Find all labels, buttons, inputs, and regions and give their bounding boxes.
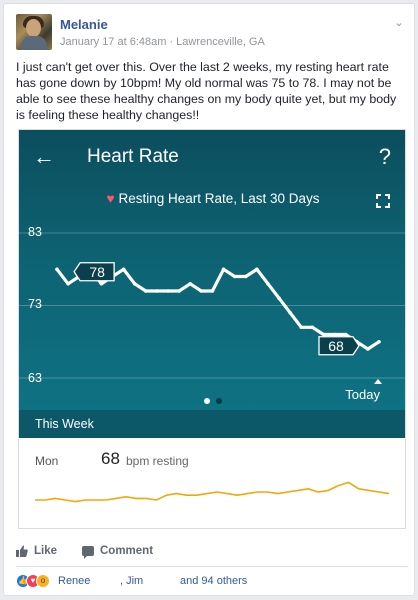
chart-subtitle: ♥ Resting Heart Rate, Last 30 Days (19, 191, 405, 206)
post-actions: Like Comment (16, 542, 408, 564)
wow-reaction-icon[interactable]: o (36, 574, 50, 588)
svg-text:78: 78 (89, 264, 105, 280)
data-point (221, 267, 226, 272)
resting-heart-rate-chart: 78 68 (19, 232, 405, 379)
week-sparkline-path (35, 481, 390, 503)
data-point (299, 325, 304, 330)
this-week-header: This Week (19, 410, 405, 438)
heart-rate-panel: ← Heart Rate ? ♥ Resting Heart Rate, Last… (19, 130, 405, 410)
chevron-down-icon[interactable]: ⌄ (394, 17, 404, 29)
post-text: I just can't get over this. Over the las… (16, 60, 397, 122)
data-point (310, 325, 315, 330)
page-dot[interactable] (216, 398, 222, 404)
data-point (177, 289, 181, 293)
data-point (166, 289, 170, 293)
fitbit-screenshot: ← Heart Rate ? ♥ Resting Heart Rate, Last… (18, 129, 406, 529)
data-point (210, 289, 215, 293)
data-point (332, 332, 337, 337)
today-caret-icon (374, 379, 382, 384)
bpm-unit: bpm resting (126, 454, 189, 468)
data-point (66, 281, 70, 286)
data-point (144, 289, 148, 293)
reactions-bar: 👍 ♥ o Renee , Jim and 94 others (16, 573, 408, 591)
reactions-others[interactable]: and 94 others (180, 575, 248, 587)
back-arrow-icon[interactable]: ← (33, 144, 55, 169)
data-point (199, 289, 204, 293)
data-point (232, 274, 237, 279)
page-dot-active[interactable] (204, 398, 210, 404)
y-tick-label: 83 (28, 225, 42, 239)
like-button[interactable]: Like (34, 545, 58, 557)
divider (16, 566, 408, 567)
thumbs-up-icon (16, 545, 28, 557)
data-point (288, 310, 292, 315)
day-label: Mon (35, 454, 59, 468)
author-name[interactable]: Melanie (60, 17, 108, 32)
y-tick-label: 73 (28, 297, 42, 311)
chart-subtitle-text: Resting Heart Rate, Last 30 Days (118, 191, 320, 206)
post-card: Melanie January 17 at 6:48am · Lawrencev… (3, 3, 415, 596)
reactor-name[interactable]: Renee (58, 575, 91, 587)
data-point (343, 332, 348, 337)
avatar[interactable] (16, 14, 52, 50)
start-value-label: 78 (73, 262, 115, 282)
this-week-title: This Week (35, 417, 94, 431)
data-point (99, 281, 104, 286)
data-point (277, 296, 281, 301)
expand-icon[interactable] (376, 194, 390, 208)
post-meta: January 17 at 6:48am · Lawrenceville, GA (60, 36, 265, 48)
reactor-name[interactable]: , Jim (120, 575, 144, 587)
comment-icon (82, 546, 94, 559)
this-week-panel: Mon 68 bpm resting (19, 438, 405, 528)
data-point (377, 339, 381, 344)
data-point (243, 274, 248, 279)
week-sparkline (35, 481, 390, 503)
data-point (121, 267, 126, 272)
app-title: Heart Rate (87, 146, 179, 167)
data-point (266, 281, 270, 286)
help-icon[interactable]: ? (378, 144, 391, 169)
x-end-label: Today (345, 387, 380, 402)
svg-text:68: 68 (328, 338, 344, 354)
data-point (55, 267, 59, 272)
post-header: Melanie January 17 at 6:48am · Lawrencev… (16, 14, 406, 54)
data-point (188, 281, 193, 286)
data-point (255, 267, 259, 272)
y-tick-label: 63 (28, 371, 42, 385)
data-point (321, 332, 326, 337)
bpm-value: 68 (101, 449, 120, 468)
data-point (155, 289, 159, 293)
comment-button[interactable]: Comment (100, 545, 154, 557)
heart-icon: ♥ (106, 191, 115, 206)
data-point (366, 347, 370, 351)
end-value-label: 68 (318, 336, 360, 356)
data-point (132, 281, 137, 286)
page-indicator[interactable] (204, 391, 228, 409)
